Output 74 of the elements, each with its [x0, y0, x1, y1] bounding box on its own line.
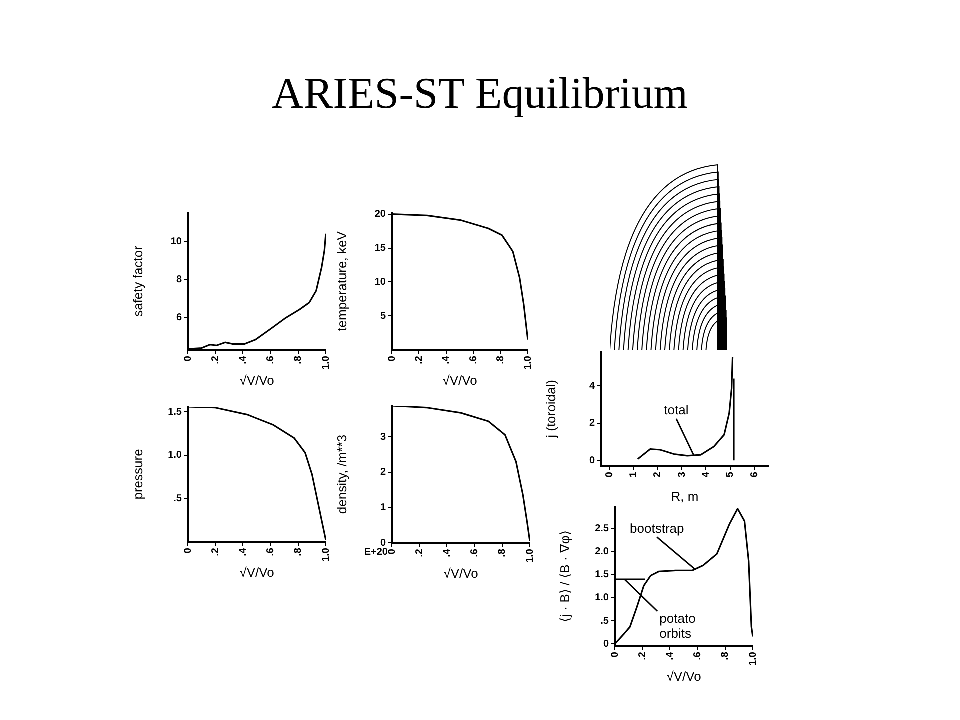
y-axis-title: ⟨j · B⟩ / ⟨B · ∇φ⟩	[557, 530, 572, 622]
x-tick-label: .4	[238, 548, 249, 556]
x-tick-label: .4	[441, 356, 452, 364]
x-axis-title: √V/Vo	[666, 668, 702, 684]
x-tick-label: .4	[664, 652, 676, 660]
annotation: total	[664, 402, 689, 418]
x-axis-title: √V/Vo	[442, 372, 478, 388]
y-axis-title: temperature, keV	[334, 231, 350, 332]
x-tick-label: .2	[414, 356, 425, 364]
y-tick-label: 1.5	[168, 406, 182, 418]
y-tick-label: 15	[374, 243, 386, 254]
y-tick-label: 0	[603, 638, 610, 650]
y-tick-label: 1.0	[168, 450, 182, 462]
text: E+20	[364, 546, 388, 558]
x-tick-label: .8	[496, 356, 507, 364]
x-tick-label: .6	[692, 652, 704, 660]
x-tick-label: 0	[182, 548, 194, 554]
x-tick-label: 6	[749, 472, 760, 478]
y-tick-label: .5	[600, 616, 610, 627]
y-tick-label: 2	[589, 418, 596, 430]
x-tick-label: 0	[386, 356, 398, 362]
y-tick-label: 20	[374, 209, 386, 220]
x-tick-label: .2	[210, 356, 222, 364]
x-tick-label: 0	[386, 548, 398, 555]
y-tick-label: 0	[589, 455, 596, 466]
y-tick-label: 4	[589, 380, 596, 392]
x-tick-label: 5	[725, 472, 736, 478]
x-axis-title: √V/Vo	[444, 566, 478, 581]
x-tick-label: .8	[293, 356, 304, 364]
x-tick-label: .8	[720, 652, 732, 660]
y-tick-label: 2.0	[595, 546, 610, 558]
y-axis-title: density, /m**3	[334, 434, 350, 514]
x-tick-label: 0	[610, 652, 621, 658]
y-tick-label: 10	[170, 236, 182, 248]
y-tick-label: 1	[380, 502, 386, 514]
y-tick-label: 3	[380, 432, 386, 443]
x-tick-label: .6	[470, 548, 481, 558]
x-axis-title: √V/Vo	[240, 564, 274, 580]
x-tick-label: 1.0	[320, 548, 332, 562]
annotation: bootstrap	[630, 520, 684, 536]
y-tick-label: 1.0	[595, 592, 610, 604]
x-tick-label: 1	[628, 472, 640, 478]
y-axis-title: j (toroidal)	[543, 380, 558, 439]
x-tick-label: 1.0	[524, 548, 536, 563]
x-tick-label: 3	[676, 472, 688, 478]
y-tick-label: 5	[380, 310, 386, 322]
y-tick-label: 10	[374, 276, 386, 288]
x-tick-label: .2	[637, 652, 648, 660]
x-tick-label: 1.0	[522, 356, 534, 370]
annotation: potato orbits	[660, 611, 696, 642]
x-tick-label: 4	[700, 472, 712, 478]
x-tick-label: .6	[266, 356, 277, 364]
y-tick-label: 8	[176, 274, 182, 286]
x-tick-label: 1.0	[748, 652, 759, 666]
x-tick-label: .2	[210, 548, 222, 556]
y-tick-label: 2.5	[595, 523, 610, 534]
text: ARIES-ST Equilibrium	[271, 68, 689, 119]
y-tick-label: 1.5	[595, 570, 610, 581]
y-axis-title: pressure	[130, 449, 146, 500]
x-tick-label: .4	[442, 548, 453, 558]
y-tick-label: 6	[176, 312, 182, 324]
x-tick-label: 2	[652, 472, 664, 478]
x-tick-label: .8	[293, 548, 304, 556]
x-tick-label: .2	[414, 548, 426, 558]
x-axis-title: R, m	[671, 488, 699, 504]
x-tick-label: 0	[182, 356, 194, 362]
x-tick-label: .8	[497, 548, 508, 558]
x-tick-label: .4	[238, 356, 249, 364]
x-tick-label: .6	[266, 548, 277, 556]
x-tick-label: 1.0	[320, 356, 332, 370]
x-tick-label: .6	[468, 356, 480, 364]
y-axis-title: safety factor	[130, 245, 146, 317]
x-axis-title: √V/Vo	[240, 372, 274, 388]
y-tick-label: .5	[174, 493, 182, 504]
